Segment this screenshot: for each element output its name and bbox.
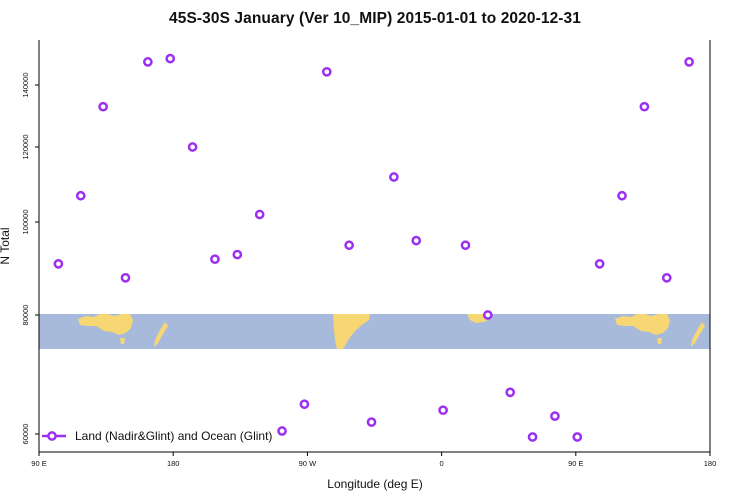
- land-tasmania-1: [120, 338, 125, 344]
- data-point: [321, 66, 332, 77]
- x-tick-label: 90 W: [299, 459, 317, 468]
- data-point: [505, 387, 516, 398]
- world-map-band: [39, 314, 710, 349]
- data-point: [210, 254, 220, 265]
- data-point: [389, 172, 399, 182]
- x-tick-label: 180: [167, 459, 180, 468]
- land-south-america: [333, 314, 370, 349]
- land-new-zealand-2: [691, 322, 705, 347]
- data-point: [75, 190, 86, 201]
- land-australia-1: [78, 314, 133, 335]
- data-point: [344, 240, 355, 251]
- plot-frame: [38, 40, 711, 453]
- data-point: [617, 190, 627, 201]
- data-point: [277, 426, 287, 436]
- chart-title: 45S-30S January (Ver 10_MIP) 2015-01-01 …: [169, 10, 581, 27]
- data-point: [187, 142, 198, 152]
- data-points: [53, 53, 694, 442]
- data-point: [98, 101, 108, 112]
- x-tick-label: 90 E: [31, 459, 46, 468]
- data-point: [527, 432, 538, 442]
- x-axis-ticks: 90 E 180 90 W 0 90 E 180: [31, 452, 716, 468]
- data-point: [254, 209, 265, 220]
- data-point: [53, 259, 64, 269]
- data-point: [594, 259, 605, 269]
- data-point: [639, 101, 650, 112]
- data-point: [366, 417, 377, 427]
- y-axis-ticks: 60000 80000 100000 120000 140000: [21, 72, 39, 444]
- data-point: [661, 272, 672, 283]
- legend-label: Land (Nadir&Glint) and Ocean (Glint): [75, 429, 272, 443]
- land-australia-2: [615, 314, 670, 335]
- data-point: [411, 235, 422, 246]
- land-tasmania-2: [657, 338, 662, 344]
- data-point: [232, 249, 243, 260]
- y-tick-label: 120000: [21, 134, 30, 159]
- x-tick-label: 0: [440, 459, 444, 468]
- data-point: [684, 57, 694, 67]
- land-new-zealand-1: [154, 322, 168, 347]
- data-point: [438, 405, 448, 416]
- data-point: [550, 411, 560, 421]
- x-tick-label: 90 E: [568, 459, 583, 468]
- ocean-band: [39, 314, 710, 349]
- data-point: [143, 57, 153, 67]
- legend: Land (Nadir&Glint) and Ocean (Glint): [42, 429, 272, 443]
- data-point: [299, 399, 310, 410]
- data-point: [165, 53, 176, 64]
- y-tick-label: 80000: [21, 305, 30, 326]
- data-point: [460, 240, 471, 251]
- data-point: [572, 432, 583, 442]
- data-point: [482, 310, 493, 320]
- y-axis-title: N Total: [0, 227, 12, 264]
- y-tick-label: 100000: [21, 209, 30, 234]
- data-point: [120, 272, 131, 283]
- y-tick-label: 140000: [21, 72, 30, 97]
- x-axis-title: Longitude (deg E): [327, 477, 422, 491]
- legend-marker: [47, 431, 57, 441]
- x-tick-label: 180: [704, 459, 717, 468]
- y-tick-label: 60000: [21, 424, 30, 445]
